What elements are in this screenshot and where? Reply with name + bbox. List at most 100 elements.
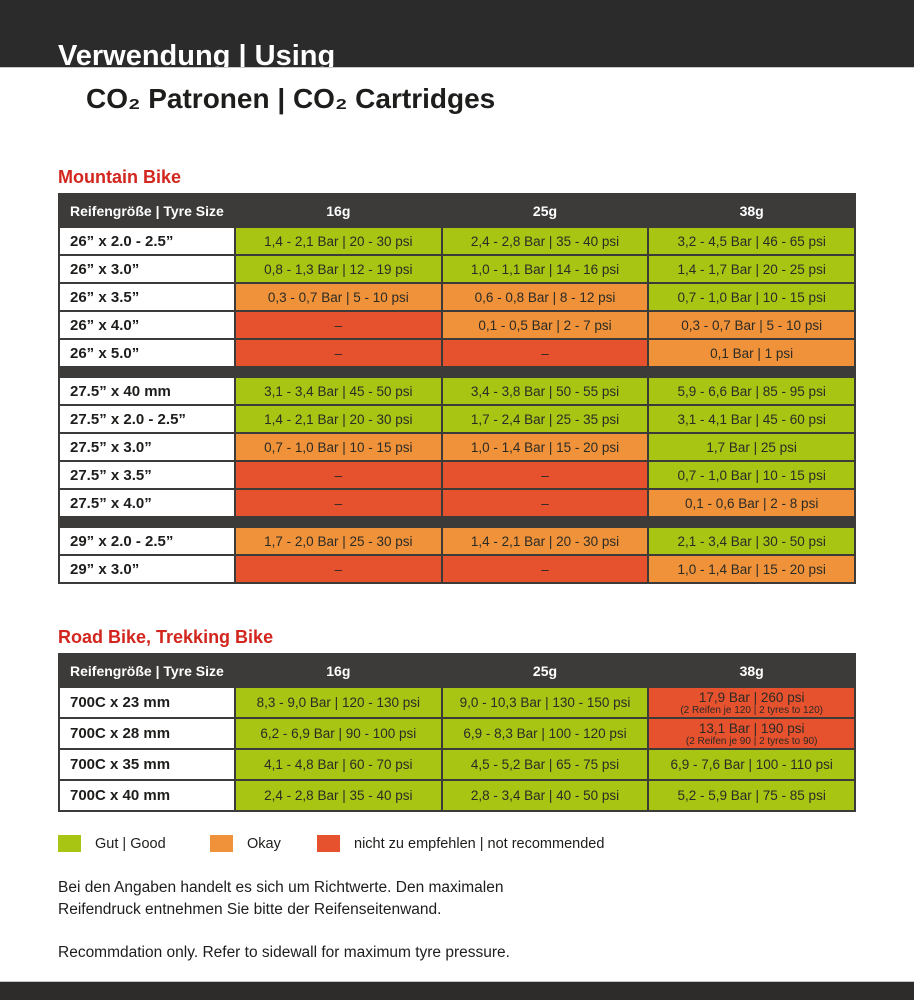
- pressure-value: 4,1 - 4,8 Bar | 60 - 70 psi: [264, 757, 413, 772]
- good-color-swatch: [58, 835, 81, 852]
- pressure-value: 1,4 - 1,7 Bar | 20 - 25 psi: [677, 261, 826, 277]
- pressure-value: 0,3 - 0,7 Bar | 5 - 10 psi: [681, 317, 823, 333]
- note-line: Recommdation only. Refer to sidewall for…: [58, 944, 510, 961]
- pressure-table: Reifengröße | Tyre Size 16g 25g 38g 26” x 2.…: [58, 193, 856, 584]
- pressure-cell: 1,0 - 1,4 Bar | 15 - 20 psi: [649, 556, 854, 582]
- pressure-value: 13,1 Bar | 190 psi: [698, 720, 805, 736]
- pressure-value: –: [541, 467, 549, 483]
- column-header: 16g: [236, 195, 441, 226]
- pressure-cell: –: [442, 490, 648, 516]
- pressure-subnote: (2 Reifen je 90 | 2 tyres to 90): [685, 735, 818, 747]
- column-header: 38g: [649, 195, 854, 226]
- tyre-size-label: 27.5” x 3.0”: [60, 434, 234, 460]
- pressure-subnote: (2 Reifen je 120 | 2 tyres to 120): [680, 704, 823, 716]
- legend-label: Gut | Good: [95, 835, 166, 852]
- column-header: 25g: [442, 655, 648, 686]
- pressure-cell: 1,7 Bar | 25 psi: [649, 434, 854, 460]
- pressure-cell: 6,9 - 8,3 Bar | 100 - 120 psi: [442, 719, 648, 748]
- tyre-size-label: 700C x 23 mm: [60, 688, 234, 717]
- pressure-cell: 13,1 Bar | 190 psi (2 Reifen je 90 | 2 ty…: [649, 719, 854, 748]
- pressure-value: –: [334, 495, 343, 511]
- column-header: 38g: [649, 655, 854, 686]
- pressure-value: 17,9 Bar | 260 psi: [698, 689, 805, 705]
- pressure-value: 0,7 - 1,0 Bar | 10 - 15 psi: [677, 289, 826, 305]
- tyre-size-label: 27.5” x 2.0 - 2.5”: [60, 406, 234, 432]
- group-separator: [60, 518, 854, 526]
- pressure-value: 0,7 - 1,0 Bar | 10 - 15 psi: [677, 467, 826, 483]
- pressure-value: 1,0 - 1,4 Bar | 15 - 20 psi: [677, 561, 826, 577]
- note-line: Reifendruck entnehmen Sie bitte der Reif…: [58, 901, 442, 918]
- pressure-cell: 4,5 - 5,2 Bar | 65 - 75 psi: [442, 750, 648, 779]
- pressure-value: 5,2 - 5,9 Bar | 75 - 85 psi: [677, 788, 826, 803]
- footer-banner: [0, 981, 914, 1000]
- tyre-size-label: 26” x 3.5”: [60, 284, 234, 310]
- pressure-cell: –: [442, 462, 648, 488]
- pressure-cell: 1,0 - 1,4 Bar | 15 - 20 psi: [442, 434, 648, 460]
- pressure-cell: 3,1 - 4,1 Bar | 45 - 60 psi: [649, 406, 854, 432]
- tyre-size-label: 26” x 3.0”: [60, 256, 234, 282]
- pressure-cell: 0,7 - 1,0 Bar | 10 - 15 psi: [236, 434, 441, 460]
- pressure-value: 2,4 - 2,8 Bar | 35 - 40 psi: [264, 788, 413, 803]
- column-header: Reifengröße | Tyre Size: [60, 655, 234, 686]
- pressure-value: 6,9 - 7,6 Bar | 100 - 110 psi: [670, 757, 833, 772]
- pressure-value: 4,5 - 5,2 Bar | 65 - 75 psi: [470, 757, 620, 772]
- pressure-cell: 9,0 - 10,3 Bar | 130 - 150 psi: [442, 688, 648, 717]
- pressure-cell: –: [236, 462, 441, 488]
- tyre-size-label: 26” x 2.0 - 2.5”: [60, 228, 234, 254]
- pressure-cell: 1,7 - 2,4 Bar | 25 - 35 psi: [442, 406, 648, 432]
- section-title: Road Bike, Trekking Bike: [58, 627, 274, 647]
- pressure-cell: 8,3 - 9,0 Bar | 120 - 130 psi: [236, 688, 441, 717]
- pressure-value: 6,2 - 6,9 Bar | 90 - 100 psi: [260, 726, 417, 741]
- pressure-cell: 5,9 - 6,6 Bar | 85 - 95 psi: [649, 378, 854, 404]
- pressure-value: 3,2 - 4,5 Bar | 46 - 65 psi: [677, 233, 826, 249]
- pressure-cell: 1,7 - 2,0 Bar | 25 - 30 psi: [236, 528, 441, 554]
- pressure-value: 3,1 - 3,4 Bar | 45 - 50 psi: [264, 383, 413, 399]
- pressure-cell: 1,4 - 2,1 Bar | 20 - 30 psi: [236, 406, 441, 432]
- section-title: Mountain Bike: [58, 167, 182, 187]
- bad-color-swatch: [317, 835, 340, 852]
- note-paragraph: Recommdation only. Refer to sidewall for…: [58, 942, 510, 964]
- top-banner: Verwendung | Using: [0, 0, 914, 68]
- tyre-size-label: 29” x 3.0”: [60, 556, 234, 582]
- note-line: Bei den Angaben handelt es sich um Richt…: [58, 879, 504, 896]
- pressure-value: –: [541, 561, 549, 577]
- pressure-value: 5,9 - 6,6 Bar | 85 - 95 psi: [677, 383, 826, 399]
- pressure-value: 0,1 - 0,5 Bar | 2 - 7 psi: [478, 317, 612, 333]
- pressure-cell: 1,0 - 1,1 Bar | 14 - 16 psi: [442, 256, 648, 282]
- pressure-cell: –: [442, 556, 648, 582]
- pressure-value: 1,7 - 2,0 Bar | 25 - 30 psi: [264, 533, 413, 549]
- tyre-size-label: 27.5” x 40 mm: [60, 378, 234, 404]
- pressure-cell: 5,2 - 5,9 Bar | 75 - 85 psi: [649, 781, 854, 810]
- pressure-cell: 4,1 - 4,8 Bar | 60 - 70 psi: [236, 750, 441, 779]
- pressure-value: 1,0 - 1,1 Bar | 14 - 16 psi: [470, 261, 620, 277]
- pressure-cell: 0,1 Bar | 1 psi: [649, 340, 854, 366]
- legend-item: Gut | Good: [58, 835, 210, 852]
- pressure-cell: –: [236, 490, 441, 516]
- column-header: Reifengröße | Tyre Size: [60, 195, 234, 226]
- pressure-value: 0,1 Bar | 1 psi: [710, 345, 794, 361]
- pressure-value: –: [541, 345, 549, 361]
- pressure-cell: –: [236, 340, 441, 366]
- pressure-cell: –: [236, 556, 441, 582]
- pressure-cell: 0,7 - 1,0 Bar | 10 - 15 psi: [649, 284, 854, 310]
- pressure-cell: –: [236, 312, 441, 338]
- pressure-value: 1,7 - 2,4 Bar | 25 - 35 psi: [470, 411, 620, 427]
- pressure-cell: 0,3 - 0,7 Bar | 5 - 10 psi: [236, 284, 441, 310]
- pressure-value: –: [334, 345, 343, 361]
- tyre-size-label: 26” x 4.0”: [60, 312, 234, 338]
- pressure-table: Reifengröße | Tyre Size 16g 25g 38g 700C x 2…: [58, 653, 856, 812]
- legend-item: Okay: [210, 835, 317, 852]
- pressure-cell: 3,2 - 4,5 Bar | 46 - 65 psi: [649, 228, 854, 254]
- pressure-value: 1,0 - 1,4 Bar | 15 - 20 psi: [470, 439, 620, 455]
- pressure-value: 1,4 - 2,1 Bar | 20 - 30 psi: [470, 533, 620, 549]
- pressure-value: –: [334, 467, 343, 483]
- pressure-cell: 6,9 - 7,6 Bar | 100 - 110 psi: [649, 750, 854, 779]
- pressure-value: 3,1 - 4,1 Bar | 45 - 60 psi: [677, 411, 826, 427]
- legend-label: nicht zu empfehlen | not recommended: [354, 835, 605, 852]
- pressure-cell: 0,1 - 0,6 Bar | 2 - 8 psi: [649, 490, 854, 516]
- notes: Bei den Angaben handelt es sich um Richt…: [58, 877, 510, 985]
- pressure-cell: 6,2 - 6,9 Bar | 90 - 100 psi: [236, 719, 441, 748]
- pressure-value: 2,1 - 3,4 Bar | 30 - 50 psi: [677, 533, 826, 549]
- tyre-size-label: 27.5” x 3.5”: [60, 462, 234, 488]
- pressure-cell: 2,1 - 3,4 Bar | 30 - 50 psi: [649, 528, 854, 554]
